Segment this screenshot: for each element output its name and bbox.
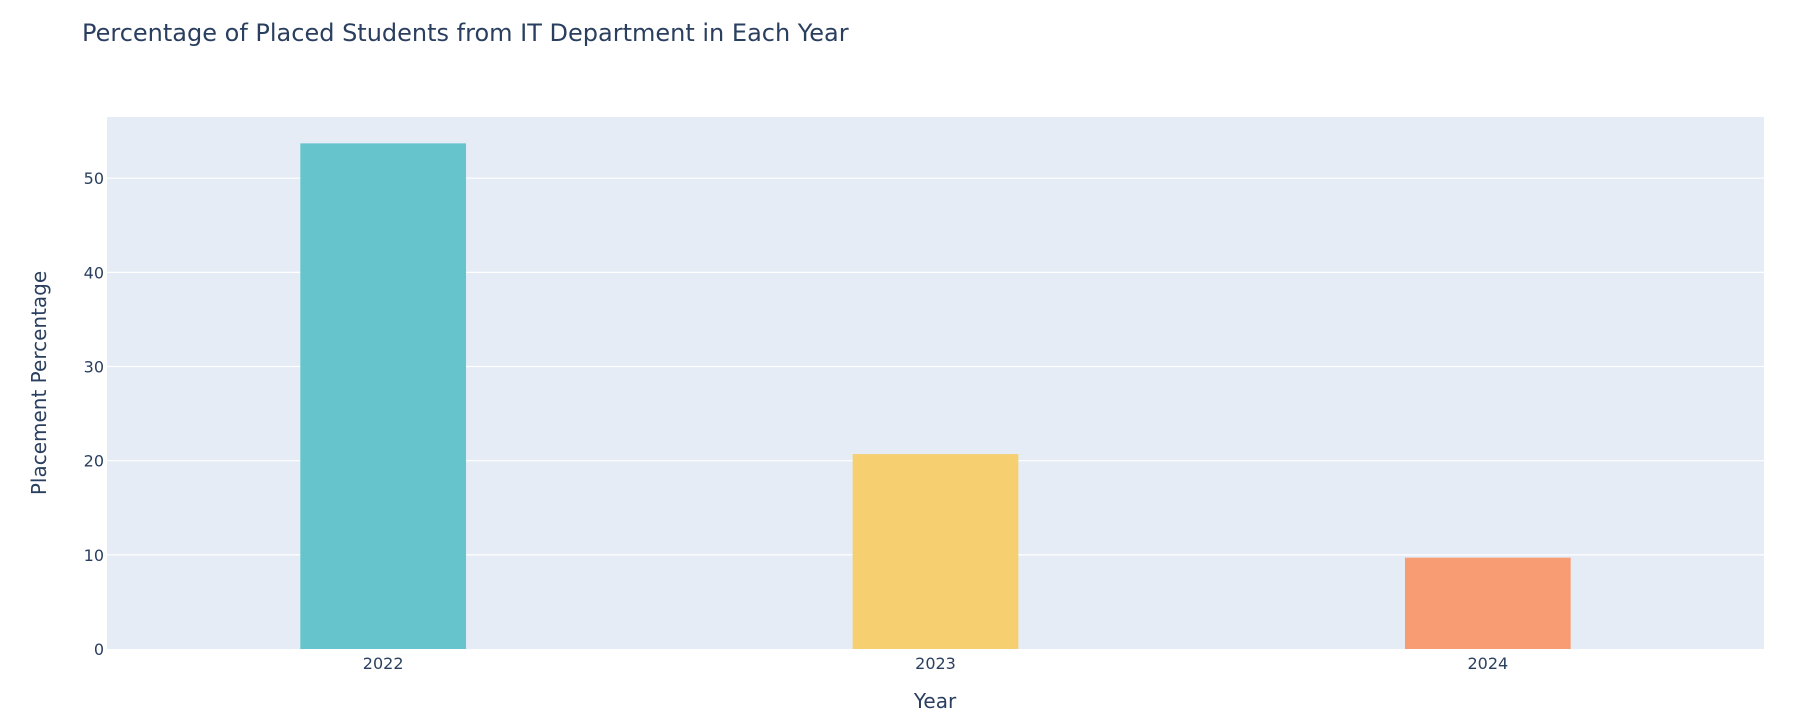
bar-2022[interactable] [300,143,467,649]
x-tick-label-2023: 2023 [915,654,956,673]
y-axis-ticks: 0 10 20 30 40 50 [84,169,104,659]
x-tick-label-2024: 2024 [1467,654,1508,673]
x-tick-label-2022: 2022 [363,654,404,673]
x-axis-ticks: 2022 2023 2024 [363,654,1508,673]
y-tick-label: 30 [84,358,104,377]
chart-title: Percentage of Placed Students from IT De… [82,19,849,47]
bar-2024[interactable] [1404,557,1571,649]
y-tick-label: 50 [84,169,104,188]
y-tick-label: 20 [84,452,104,471]
y-tick-label: 40 [84,263,104,282]
bar-2023[interactable] [852,454,1019,649]
x-axis-title: Year [913,689,957,713]
y-tick-label: 10 [84,546,104,565]
bars [300,143,1571,649]
y-tick-label: 0 [94,640,104,659]
y-axis-title: Placement Percentage [27,271,51,495]
